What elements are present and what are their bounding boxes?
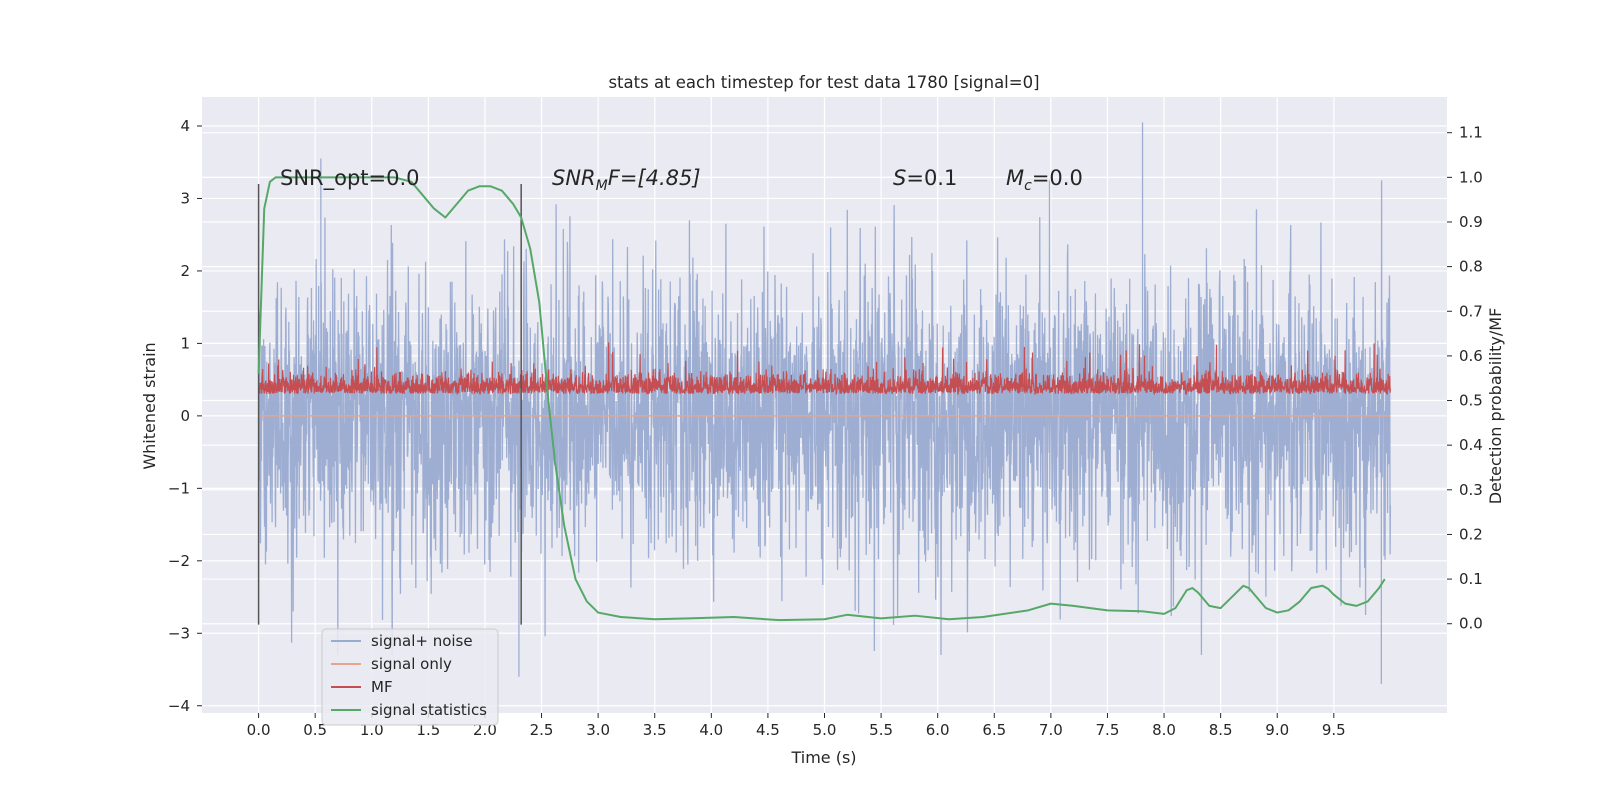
legend-label: signal only: [371, 655, 452, 673]
right-tick-label: 1.1: [1459, 124, 1483, 142]
x-tick-label: 5.5: [869, 721, 893, 739]
x-axis-label: Time (s): [790, 748, 856, 767]
mf-line: [258, 342, 1392, 396]
legend: signal+ noise signal only MF signal statist…: [321, 628, 499, 726]
mc-annotation: Mc=0.0: [1006, 166, 1083, 194]
y-tick-label: 0: [180, 407, 190, 425]
right-axis-ticks: 1.1 1.0 0.9 0.8 0.7 0.6 0.5 0.4 0.3 0.2 0.1 0.0: [1447, 124, 1483, 633]
right-tick-label: 0.9: [1459, 213, 1483, 231]
right-tick-label: 0.8: [1459, 258, 1483, 276]
y-tick-label: 4: [180, 117, 190, 135]
x-tick-label: 3.0: [586, 721, 610, 739]
y-axis-ticks: 4 3 2 1 0 −1 −2 −3 −4: [168, 117, 202, 715]
y-axis-label: Whitened strain: [140, 342, 159, 469]
x-tick-label: 6.0: [926, 721, 950, 739]
x-tick-label: 7.0: [1039, 721, 1063, 739]
signal-statistics-line: [257, 176, 1386, 622]
x-tick-label: 8.0: [1152, 721, 1176, 739]
legend-label: signal statistics: [371, 701, 487, 719]
x-tick-label: 4.5: [756, 721, 780, 739]
signal-statistics-series: [257, 176, 1386, 622]
x-tick-label: 7.5: [1096, 721, 1120, 739]
right-tick-label: 0.5: [1459, 392, 1483, 410]
legend-label: MF: [371, 678, 393, 696]
x-tick-label: 2.5: [530, 721, 554, 739]
legend-label: signal+ noise: [371, 632, 473, 650]
x-tick-label: 3.5: [643, 721, 667, 739]
x-tick-label: 9.5: [1322, 721, 1346, 739]
x-tick-label: 6.5: [982, 721, 1006, 739]
mf-series: [258, 342, 1392, 396]
right-tick-label: 0.3: [1459, 481, 1483, 499]
y-tick-label: 1: [180, 334, 190, 352]
right-tick-label: 0.1: [1459, 570, 1483, 588]
snr-mf-annotation: SNRMF=[4.85]: [552, 166, 701, 194]
snr-opt-annotation: SNR_opt=0.0: [280, 166, 420, 191]
signal-noise-series: [257, 122, 1392, 685]
right-tick-label: 0.0: [1459, 615, 1483, 633]
y-tick-label: −1: [168, 479, 190, 497]
vertical-markers: [257, 183, 522, 625]
right-tick-label: 0.7: [1459, 302, 1483, 320]
x-tick-label: 0.5: [303, 721, 327, 739]
x-tick-label: 0.0: [247, 721, 271, 739]
right-axis-label: Detection probability/MF: [1486, 308, 1505, 505]
x-tick-label: 8.5: [1209, 721, 1233, 739]
s-annotation: S=0.1: [893, 166, 957, 190]
right-tick-label: 1.0: [1459, 168, 1483, 186]
y-tick-label: 2: [180, 262, 190, 280]
right-tick-label: 0.2: [1459, 525, 1483, 543]
right-tick-label: 0.6: [1459, 347, 1483, 365]
chart-title: stats at each timestep for test data 178…: [608, 73, 1039, 92]
x-tick-label: 9.0: [1265, 721, 1289, 739]
y-tick-label: −4: [168, 697, 190, 715]
x-tick-label: 5.0: [813, 721, 837, 739]
right-tick-label: 0.4: [1459, 436, 1483, 454]
y-tick-label: 3: [180, 189, 190, 207]
y-tick-label: −3: [168, 624, 190, 642]
y-tick-label: −2: [168, 552, 190, 570]
signal-noise-line: [257, 122, 1392, 685]
legend-box: [321, 628, 499, 726]
x-tick-label: 4.0: [699, 721, 723, 739]
